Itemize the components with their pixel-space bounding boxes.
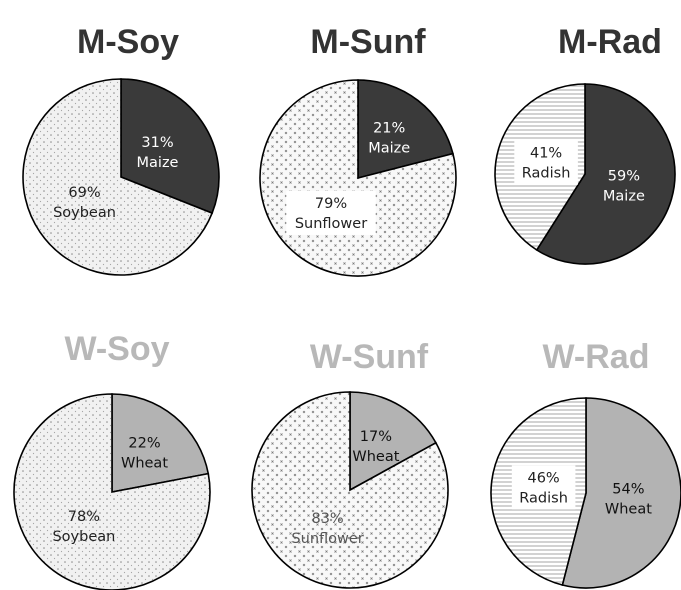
pie-panel-m-soy: M-Soy 31% Maize 69% Soybean: [22, 23, 220, 276]
pie-slice-w-sunf-sunflower: [251, 391, 449, 589]
pie-slice-m-sunf-maize: [357, 79, 454, 180]
slice-name-w-sunf-sunflower: Sunflower: [291, 531, 363, 547]
pie-slice-w-rad-wheat: [561, 397, 681, 589]
pie-slice-w-soy-soybean: [13, 393, 211, 590]
slice-label-w-soy-wheat: 22% Wheat: [121, 436, 168, 472]
slice-name-m-soy-soybean: Soybean: [53, 205, 116, 221]
slice-percent-m-soy-soybean: 69%: [68, 185, 100, 201]
slice-label-m-rad-maize: 59% Maize: [603, 168, 645, 204]
slice-percent-m-sunf-sunflower: 79%: [315, 196, 347, 212]
slice-name-m-rad-radish: Radish: [522, 166, 571, 182]
pie-slice-m-soy-soybean: [22, 78, 214, 276]
slice-label-box: [514, 140, 578, 185]
pie-panel-m-rad: M-Rad 59% Maize 41% Radish: [494, 23, 676, 265]
slice-label-box: [511, 465, 576, 510]
pie-panel-m-sunf: M-Sunf 21% Maize 79% Sunflower: [259, 23, 457, 277]
slice-percent-w-rad-wheat: 54%: [612, 481, 644, 497]
pie-title-m-sunf: M-Sunf: [310, 23, 426, 61]
pie-title-w-sunf: W-Sunf: [310, 338, 429, 376]
pie-title-w-soy: W-Soy: [64, 330, 169, 368]
slice-percent-m-soy-maize: 31%: [141, 135, 173, 151]
pie-title-w-rad: W-Rad: [543, 338, 650, 376]
slice-name-w-rad-wheat: Wheat: [605, 501, 652, 517]
slice-name-w-soy-soybean: Soybean: [52, 529, 115, 545]
slice-name-w-soy-wheat: Wheat: [121, 456, 168, 472]
slice-percent-w-sunf-wheat: 17%: [360, 429, 392, 445]
slice-label-m-soy-soybean: 69% Soybean: [53, 185, 116, 221]
slice-label-m-soy-maize: 31% Maize: [137, 135, 179, 171]
slice-label-m-sunf-maize: 21% Maize: [368, 121, 410, 157]
pie-slice-m-rad-maize: [535, 83, 676, 265]
slice-label-w-rad-radish: 46% Radish: [511, 465, 576, 510]
pie-panel-w-rad: W-Rad 54% Wheat 46% Radish: [490, 338, 681, 589]
slice-label-w-rad-wheat: 54% Wheat: [605, 481, 652, 517]
slice-percent-w-sunf-sunflower: 83%: [311, 511, 343, 527]
slice-label-w-soy-soybean: 78% Soybean: [52, 509, 115, 545]
pie-slice-m-soy-maize: [120, 78, 220, 215]
slice-label-w-sunf-sunflower: 83% Sunflower: [291, 511, 363, 547]
slice-percent-m-rad-maize: 59%: [608, 168, 640, 184]
slice-percent-w-rad-radish: 46%: [527, 471, 559, 487]
slice-label-w-sunf-wheat: 17% Wheat: [352, 429, 399, 465]
pie-panel-w-soy: W-Soy 22% Wheat 78% Soybean: [13, 330, 211, 590]
slice-label-m-sunf-sunflower: 79% Sunflower: [286, 190, 376, 235]
pie-title-m-rad: M-Rad: [558, 23, 662, 61]
slice-percent-w-soy-wheat: 22%: [128, 436, 160, 452]
slice-name-m-sunf-maize: Maize: [368, 141, 410, 157]
slice-name-w-rad-radish: Radish: [519, 491, 568, 507]
slice-label-box: [286, 190, 376, 235]
pie-panel-w-sunf: W-Sunf 17% Wheat 83% Sunflower: [251, 338, 449, 589]
slice-name-m-soy-maize: Maize: [137, 155, 179, 171]
slice-name-w-sunf-wheat: Wheat: [352, 449, 399, 465]
pie-title-m-soy: M-Soy: [77, 23, 179, 61]
slice-label-m-rad-radish: 41% Radish: [514, 140, 578, 185]
slice-percent-m-rad-radish: 41%: [530, 146, 562, 162]
pie-slice-w-soy-wheat: [111, 393, 210, 493]
slice-percent-m-sunf-maize: 21%: [373, 121, 405, 137]
pie-slice-w-sunf-wheat: [349, 391, 437, 492]
slice-name-m-rad-maize: Maize: [603, 188, 645, 204]
slice-percent-w-soy-soybean: 78%: [68, 509, 100, 525]
slice-name-m-sunf-sunflower: Sunflower: [295, 216, 367, 232]
